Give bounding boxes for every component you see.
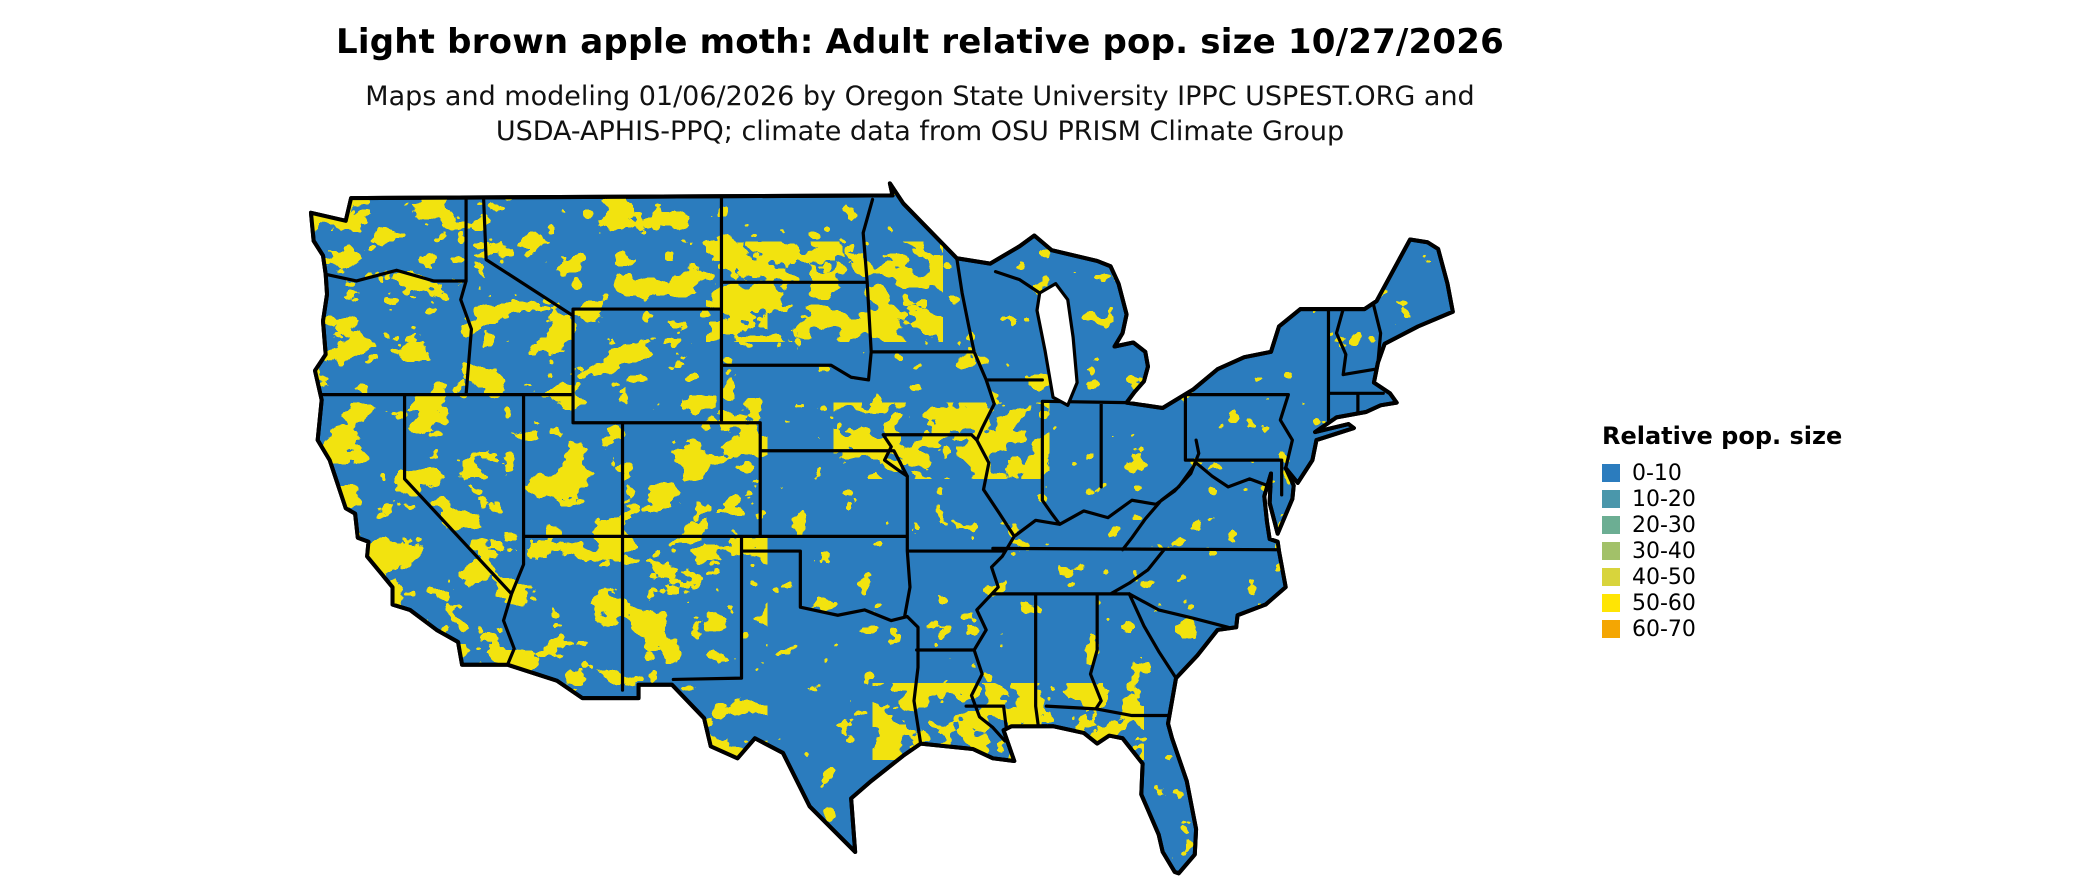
legend-swatch [1602, 568, 1620, 586]
lake-michigan [1035, 282, 1079, 407]
legend-swatch [1602, 542, 1620, 560]
legend-label: 20-30 [1632, 512, 1696, 538]
us-map-container [268, 166, 1568, 888]
legend-item: 20-30 [1602, 512, 1842, 538]
legend-item: 10-20 [1602, 486, 1842, 512]
map-subtitle: Maps and modeling 01/06/2026 by Oregon S… [0, 80, 1840, 149]
legend-label: 50-60 [1632, 590, 1696, 616]
legend-label: 40-50 [1632, 564, 1696, 590]
legend-swatch [1602, 490, 1620, 508]
legend-item: 0-10 [1602, 460, 1842, 486]
population-overlay [310, 183, 1453, 874]
map-title: Light brown apple moth: Adult relative p… [336, 22, 1504, 62]
legend-label: 30-40 [1632, 538, 1696, 564]
legend-item: 50-60 [1602, 590, 1842, 616]
legend-label: 0-10 [1632, 460, 1682, 486]
legend-label: 60-70 [1632, 616, 1696, 642]
legend: Relative pop. size 0-10 10-20 20-30 30-4… [1602, 422, 1842, 642]
subtitle-line1: Maps and modeling 01/06/2026 by Oregon S… [365, 81, 1475, 112]
legend-swatch [1602, 620, 1620, 638]
state-borders [320, 193, 1385, 746]
legend-label: 10-20 [1632, 486, 1696, 512]
legend-swatch [1602, 516, 1620, 534]
legend-swatch [1602, 594, 1620, 612]
legend-item: 30-40 [1602, 538, 1842, 564]
legend-swatch [1602, 464, 1620, 482]
subtitle-line2: USDA-APHIS-PPQ; climate data from OSU PR… [495, 115, 1345, 147]
legend-item: 60-70 [1602, 616, 1842, 642]
us-map [268, 166, 1568, 888]
legend-title: Relative pop. size [1602, 422, 1843, 450]
legend-item: 40-50 [1602, 564, 1842, 590]
